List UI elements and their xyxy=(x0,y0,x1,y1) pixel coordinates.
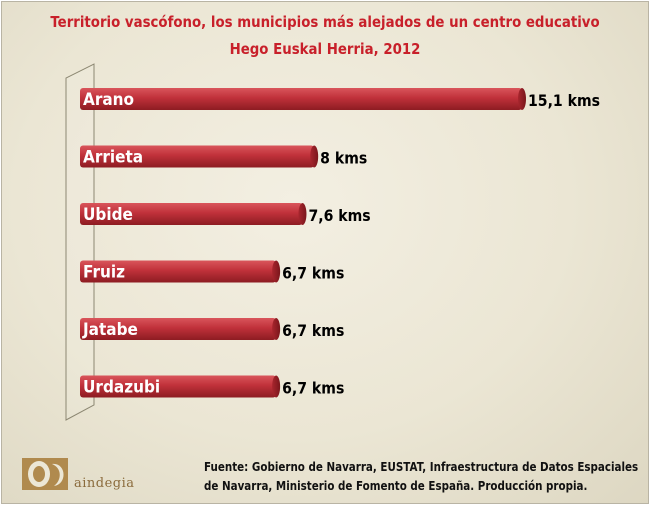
category-label: Jatabe xyxy=(82,319,138,339)
bar xyxy=(80,203,303,225)
value-label: 6,7 kms xyxy=(282,321,344,340)
bar-row: Arrieta 8 kms xyxy=(80,145,367,168)
source-note: Fuente: Gobierno de Navarra, EUSTAT, Inf… xyxy=(204,458,639,496)
bar-row: Fruiz 6,7 kms xyxy=(80,260,344,283)
category-label: Arano xyxy=(83,89,134,109)
bar-row: Ubide 7,6 kms xyxy=(80,203,371,225)
bar-end-cap xyxy=(518,88,526,110)
bar-end-cap xyxy=(298,203,307,225)
logo-text: aindegia xyxy=(74,476,135,491)
category-label: Arrieta xyxy=(83,147,143,167)
bar-row: Arano 15,1 kms xyxy=(80,88,600,110)
bar-end-cap xyxy=(272,318,281,340)
source-line-1: Fuente: Gobierno de Navarra, EUSTAT, Inf… xyxy=(204,460,639,474)
bar-end-cap xyxy=(272,375,281,398)
source-line-2: de Navarra, Ministerio de Fomento de Esp… xyxy=(204,479,588,493)
bar-row: Urdazubi 6,7 kms xyxy=(80,375,344,398)
bar-end-cap xyxy=(272,260,281,283)
value-label: 6,7 kms xyxy=(282,264,344,283)
bar xyxy=(80,145,315,168)
bar-end-cap xyxy=(310,145,319,168)
value-label: 15,1 kms xyxy=(528,91,600,110)
bar xyxy=(80,375,277,398)
category-label: Fruiz xyxy=(83,262,125,282)
chart-subtitle: Hego Euskal Herria, 2012 xyxy=(229,40,421,58)
value-label: 8 kms xyxy=(320,149,367,168)
value-label: 6,7 kms xyxy=(282,379,344,398)
category-label: Urdazubi xyxy=(83,377,160,397)
chart-title: Territorio vascófono, los municipios más… xyxy=(50,13,600,31)
value-label: 7,6 kms xyxy=(308,206,370,225)
gaindegia-logo xyxy=(22,456,152,492)
bar xyxy=(80,88,522,110)
bar-row: Jatabe 6,7 kms xyxy=(80,318,344,340)
bar xyxy=(80,260,277,283)
chart-axis-wall xyxy=(65,63,95,421)
category-label: Ubide xyxy=(83,204,133,224)
bar xyxy=(80,318,277,340)
